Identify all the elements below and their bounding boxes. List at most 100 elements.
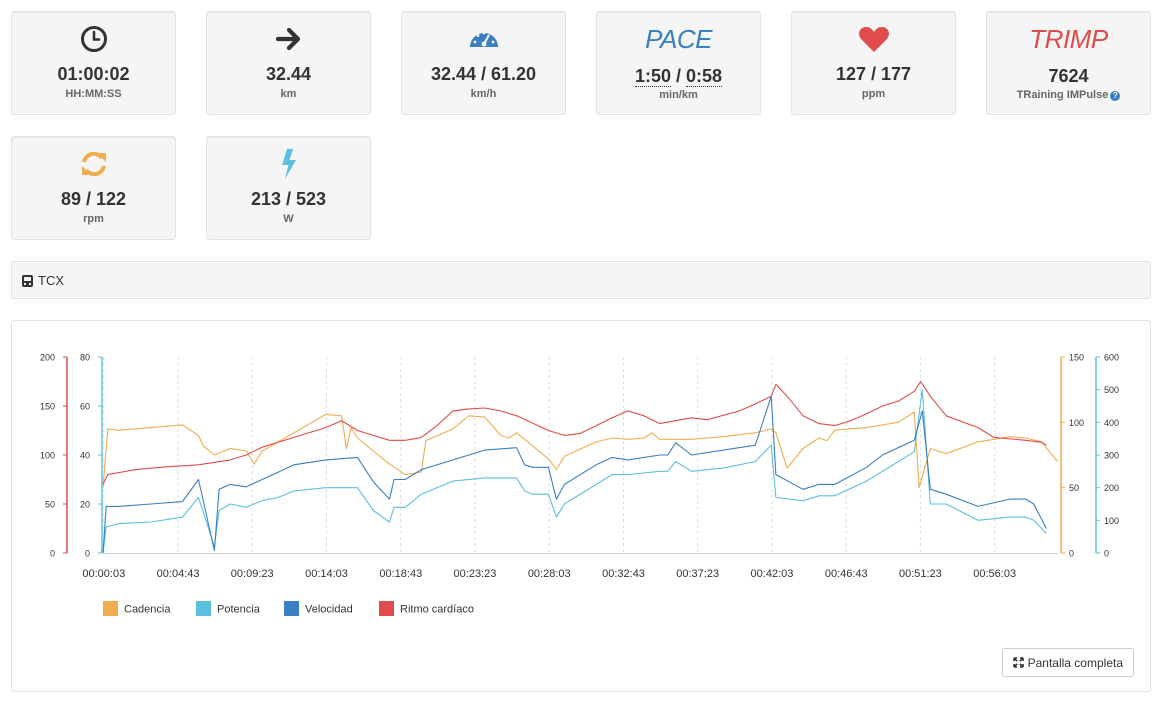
y-tick-label: 0 [1104, 549, 1109, 559]
y-tick-label: 0 [85, 549, 90, 559]
x-tick-label: 00:28:03 [528, 568, 571, 580]
x-tick-label: 00:04:43 [157, 568, 200, 580]
pace-icon: PACE [645, 24, 712, 54]
series-line-ritmo-cardíaco [102, 380, 1047, 485]
pace-separator: / [670, 66, 686, 86]
legend-label: Velocidad [305, 604, 353, 616]
x-tick-label: 00:18:43 [379, 568, 422, 580]
chart-legend: Cadencia Potencia Velocidad Ritmo cardíaco [103, 601, 474, 616]
y-tick-label: 300 [1104, 451, 1119, 461]
stat-value: 1:50 / 0:58 [597, 66, 760, 87]
series-line-potencia [102, 389, 1047, 554]
stat-speed: 32.44 / 61.20 km/h [401, 11, 566, 115]
y-tick-label: 60 [80, 402, 90, 412]
trimp-unit-label: TRaining IMPulse [1016, 89, 1109, 101]
clock-icon [12, 22, 175, 56]
tcx-label: TCX [38, 273, 64, 288]
fullscreen-label: Pantalla completa [1027, 655, 1123, 670]
x-tick-label: 00:23:23 [454, 568, 497, 580]
stat-value: 32.44 / 61.20 [430, 64, 537, 84]
stat-pace: PACE 1:50 / 0:58 min/km [596, 11, 761, 115]
y-tick-label: 150 [40, 402, 55, 412]
stat-unit: ppm [861, 88, 886, 100]
legend-label: Ritmo cardíaco [400, 604, 474, 616]
y-tick-label: 400 [1104, 418, 1119, 428]
x-tick-label: 00:51:23 [899, 568, 942, 580]
expand-icon [1012, 657, 1024, 668]
x-tick-label: 00:42:03 [751, 568, 794, 580]
pace-average: 1:50 [634, 66, 671, 87]
y-tick-label: 200 [1104, 483, 1119, 493]
trimp-icon: TRIMP [1029, 24, 1108, 54]
activity-chart[interactable]: 2001501005008060402001501005006005004003… [12, 321, 1150, 691]
stat-unit: W [283, 213, 294, 225]
chart-grid [103, 357, 1058, 554]
series-line-velocidad [102, 395, 1047, 554]
pace-best: 0:58 [686, 66, 723, 87]
series-line-cadencia [102, 411, 1058, 489]
file-icon [21, 274, 34, 288]
y-tick-label: 50 [1069, 483, 1079, 493]
chart-x-ticks: 00:00:03 00:04:43 00:09:23 00:14:03 00:18:43… [82, 568, 1016, 580]
stat-trimp: TRIMP 7624 TRaining IMPulse? [986, 11, 1151, 115]
y-tick-label: 150 [1069, 353, 1084, 363]
stat-unit: min/km [659, 89, 698, 101]
y-tick-label: 500 [1104, 385, 1119, 395]
stat-power: 213 / 523 W [206, 136, 371, 240]
stat-value: 01:00:02 [57, 64, 130, 84]
stat-value: 89 / 122 [60, 189, 127, 209]
stat-unit: TRaining IMPulse? [987, 88, 1150, 102]
stat-distance: 32.44 km [206, 11, 371, 115]
x-tick-label: 00:37:23 [676, 568, 719, 580]
x-tick-label: 00:32:43 [602, 568, 645, 580]
legend-item[interactable]: Potencia [196, 601, 261, 616]
y-tick-label: 100 [1069, 418, 1084, 428]
y-tick-label: 40 [80, 451, 90, 461]
legend-swatch [379, 601, 394, 616]
y-tick-label: 0 [1069, 549, 1074, 559]
y-tick-label: 0 [50, 549, 55, 559]
stat-value: 127 / 177 [835, 64, 912, 84]
y-tick-label: 100 [1104, 516, 1119, 526]
refresh-icon [12, 147, 175, 181]
stat-cadence: 89 / 122 rpm [11, 136, 176, 240]
chart-panel: 200 150 100 50 0 80 60 40 20 0 150 100 50 0 600 500 400 3… [11, 320, 1151, 692]
legend-label: Potencia [217, 604, 261, 616]
x-tick-label: 00:00:03 [82, 568, 125, 580]
stat-value: 32.44 [265, 64, 312, 84]
legend-swatch [196, 601, 211, 616]
legend-item[interactable]: Ritmo cardíaco [379, 601, 474, 616]
arrow-right-icon [207, 22, 370, 56]
tcx-panel-header[interactable]: TCX [11, 261, 1151, 299]
y-tick-label: 50 [45, 500, 55, 510]
help-icon[interactable]: ? [1110, 91, 1121, 101]
legend-swatch [284, 601, 299, 616]
stat-unit: rpm [83, 213, 104, 225]
y-tick-label: 200 [40, 353, 55, 363]
stat-unit: km [280, 88, 297, 100]
stat-heart-rate: 127 / 177 ppm [791, 11, 956, 115]
x-tick-label: 00:14:03 [305, 568, 348, 580]
y-tick-label: 80 [80, 353, 90, 363]
legend-swatch [103, 601, 118, 616]
stat-unit: HH:MM:SS [65, 88, 122, 100]
chart-axes: 2001501005008060402001501005006005004003… [40, 353, 1119, 559]
y-tick-label: 20 [80, 500, 90, 510]
x-tick-label: 00:46:43 [825, 568, 868, 580]
stat-duration: 01:00:02 HH:MM:SS [11, 11, 176, 115]
fullscreen-button[interactable]: Pantalla completa [1001, 648, 1134, 677]
speedometer-icon [402, 22, 565, 56]
stat-value: 213 / 523 [250, 189, 327, 209]
legend-label: Cadencia [124, 604, 171, 616]
stat-unit: km/h [470, 88, 497, 100]
legend-item[interactable]: Velocidad [284, 601, 353, 616]
chart-series [102, 380, 1058, 554]
y-tick-label: 100 [40, 451, 55, 461]
x-tick-label: 00:09:23 [231, 568, 274, 580]
legend-item[interactable]: Cadencia [103, 601, 171, 616]
x-tick-label: 00:56:03 [973, 568, 1016, 580]
lightning-icon [207, 147, 370, 181]
y-tick-label: 600 [1104, 353, 1119, 363]
heart-icon [792, 22, 955, 56]
stat-value: 7624 [1048, 66, 1089, 86]
